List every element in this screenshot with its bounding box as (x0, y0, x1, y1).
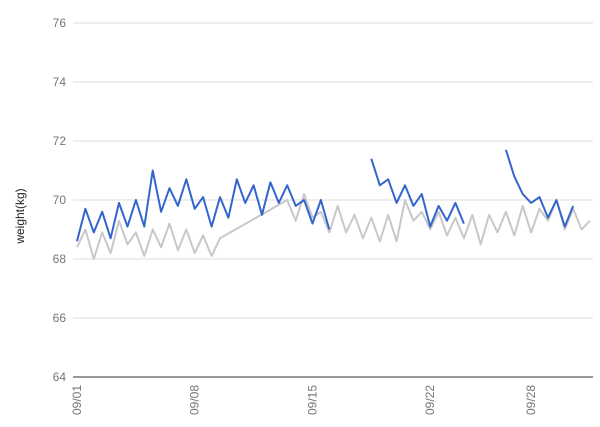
x-tick-label: 09/08 (188, 385, 202, 415)
y-tick-label: 70 (53, 193, 67, 207)
y-axis-tick-labels: 64 66 68 70 72 74 76 (53, 16, 67, 384)
series-line-blue (504, 149, 575, 228)
series-lines (76, 149, 591, 260)
x-axis-tick-labels: 09/01 09/08 09/15 09/22 09/28 (70, 385, 538, 415)
y-tick-label: 76 (53, 16, 67, 30)
gridlines (73, 22, 593, 378)
series-line-blue (76, 169, 331, 242)
y-tick-label: 66 (53, 311, 67, 325)
series-line-gray (76, 193, 591, 260)
y-tick-label: 72 (53, 134, 67, 148)
x-tick-label: 09/22 (423, 385, 437, 415)
y-tick-label: 64 (53, 370, 67, 384)
x-tick-label: 09/15 (305, 385, 319, 415)
y-tick-label: 68 (53, 252, 67, 266)
x-tick-label: 09/28 (524, 385, 538, 415)
series-line-blue (370, 158, 465, 228)
y-axis-title: weight(kg) (13, 188, 27, 244)
y-tick-label: 74 (53, 75, 67, 89)
x-tick-label: 09/01 (70, 385, 84, 415)
